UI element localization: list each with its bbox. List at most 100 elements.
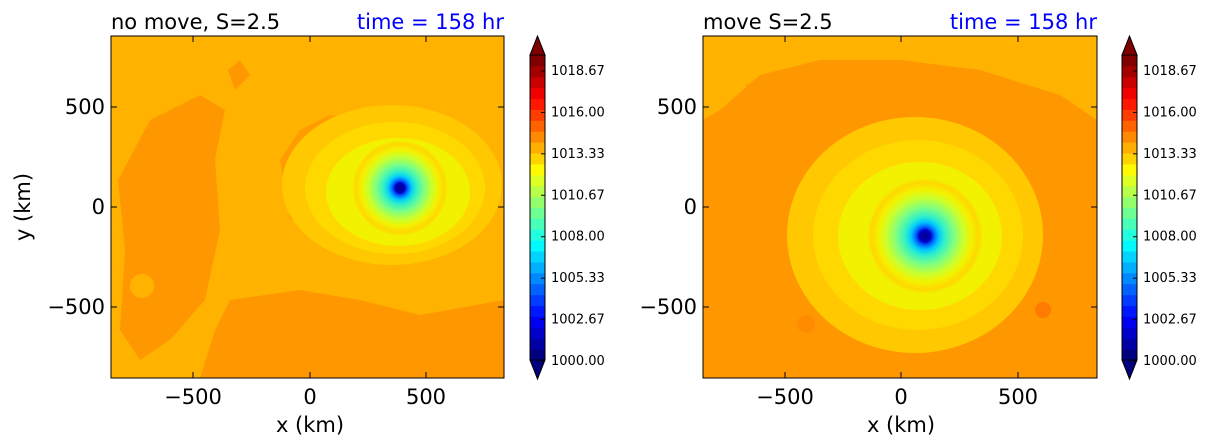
vortex-core — [867, 178, 983, 294]
colorbar-extend-min — [1121, 359, 1138, 381]
x-tick-label: 0 — [303, 385, 316, 409]
colorbar-swatch — [530, 240, 545, 252]
pressure-field-2 — [703, 36, 1097, 378]
colorbar-swatch — [1122, 55, 1137, 67]
colorbar-swatch — [1122, 153, 1137, 165]
x-tick-label: 500 — [998, 385, 1038, 409]
colorbar-swatch — [530, 76, 545, 89]
outer-region — [703, 36, 1097, 120]
colorbar-tick-label: 1008.00 — [551, 230, 605, 245]
colorbar-swatch — [530, 316, 545, 328]
colorbar-swatch — [530, 153, 545, 165]
colorbar-swatch — [1122, 76, 1137, 89]
colorbar-swatch — [1122, 120, 1137, 132]
colorbar-swatch — [530, 283, 545, 296]
colorbar-swatch — [530, 109, 545, 121]
colorbar-swatch — [1122, 207, 1137, 219]
y-tick-label: 0 — [92, 195, 105, 219]
colorbar-tick-label: 1018.67 — [1143, 64, 1197, 79]
colorbar-swatch — [1122, 87, 1137, 100]
colorbar-extend-max — [1121, 34, 1138, 56]
x-tick-label: 0 — [894, 385, 907, 409]
colorbar-tick-label: 1005.33 — [1143, 271, 1197, 286]
colorbar-swatch — [530, 349, 545, 361]
tick-marks — [703, 36, 1097, 378]
y-tick-label: −500 — [639, 295, 697, 319]
colorbar-tick-label: 1010.67 — [1143, 188, 1197, 203]
colorbar-swatch — [1122, 65, 1137, 78]
y-tick-label: −500 — [47, 295, 105, 319]
colorbar-swatch — [530, 338, 545, 350]
colorbar-swatch — [1122, 131, 1137, 143]
colorbar-swatch — [530, 229, 545, 241]
colorbar-swatch — [1122, 229, 1137, 241]
colorbar-swatch — [530, 185, 545, 198]
colorbar-swatch — [1122, 240, 1137, 252]
colorbar-swatch — [530, 65, 545, 78]
colorbar-swatch — [530, 305, 545, 317]
x-tick-label: 500 — [406, 385, 446, 409]
colorbar-tick-label: 1010.67 — [551, 188, 605, 203]
panel-no-move: no move, S=2.5 time = 158 hr −500 0 500 … — [11, 10, 505, 437]
colorbar-swatch — [530, 327, 545, 339]
colorbar-tick-label: 1000.00 — [551, 354, 605, 369]
colorbar-extend-max — [529, 34, 546, 56]
colorbar-swatch — [530, 55, 545, 67]
colorbar-swatch — [1122, 305, 1137, 317]
colorbar-swatch — [1122, 174, 1137, 187]
high-patch — [797, 315, 815, 333]
panel-move: move S=2.5 time = 158 hr −500 0 500 500 … — [639, 10, 1098, 437]
y-tick-label: 500 — [657, 95, 697, 119]
colorbar-tick-label: 1005.33 — [551, 271, 605, 286]
colorbar-swatch — [1122, 261, 1137, 274]
high-patch — [1035, 302, 1051, 318]
colorbar-swatch — [1122, 196, 1137, 208]
panel-title: move S=2.5 — [703, 10, 833, 34]
colorbar-tick-label: 1018.67 — [551, 64, 605, 79]
colorbar-swatch — [530, 98, 545, 110]
x-axis-label: x (km) — [867, 413, 935, 437]
colorbar-swatch — [1122, 338, 1137, 350]
colorbar-swatch — [1122, 327, 1137, 339]
high-region — [228, 60, 250, 90]
colorbar-swatch — [530, 261, 545, 274]
colorbar-tick-label: 1002.67 — [551, 313, 605, 328]
colorbar-swatch — [1122, 98, 1137, 110]
colorbar-swatch — [530, 174, 545, 187]
colorbar-tick-label: 1016.00 — [1143, 105, 1197, 120]
low-patch — [130, 274, 154, 298]
colorbar-frame — [529, 54, 546, 361]
colorbar-swatch — [1122, 142, 1137, 154]
colorbar-1: 1018.67 1016.00 1013.33 1010.67 1008.00 1005.… — [529, 34, 605, 381]
colorbar-swatch — [530, 163, 545, 176]
colorbar-swatch — [1122, 349, 1137, 361]
pressure-field-1 — [111, 36, 504, 378]
colorbar-swatch — [1122, 283, 1137, 296]
colorbar-tick-label: 1013.33 — [551, 147, 605, 162]
colorbar-swatch — [530, 196, 545, 208]
time-label: time = 158 hr — [950, 10, 1097, 34]
colorbar-tick-label: 1000.00 — [1143, 354, 1197, 369]
colorbar-extend-min — [529, 359, 546, 381]
colorbar-swatch — [1122, 109, 1137, 121]
colorbar-swatch — [530, 207, 545, 219]
colorbar-swatch — [530, 251, 545, 263]
colorbar-swatch — [530, 218, 545, 230]
colorbar-swatch — [530, 142, 545, 154]
colorbar-frame — [1121, 54, 1138, 361]
time-label: time = 158 hr — [357, 10, 504, 34]
colorbar-swatch — [1122, 316, 1137, 328]
colorbar-tick-label: 1016.00 — [551, 105, 605, 120]
y-axis-label: y (km) — [11, 173, 35, 241]
colorbar-2: 1018.67 1016.00 1013.33 1010.67 1008.00 1005.… — [1121, 34, 1197, 381]
colorbar-swatch — [1122, 218, 1137, 230]
colorbar-swatch — [1122, 185, 1137, 198]
y-tick-label: 0 — [684, 195, 697, 219]
x-tick-label: −500 — [164, 385, 222, 409]
colorbar-swatch — [1122, 272, 1137, 285]
high-region — [200, 290, 504, 378]
colorbar-swatch — [530, 294, 545, 307]
colorbar-swatch — [1122, 294, 1137, 307]
tick-marks — [111, 36, 504, 378]
